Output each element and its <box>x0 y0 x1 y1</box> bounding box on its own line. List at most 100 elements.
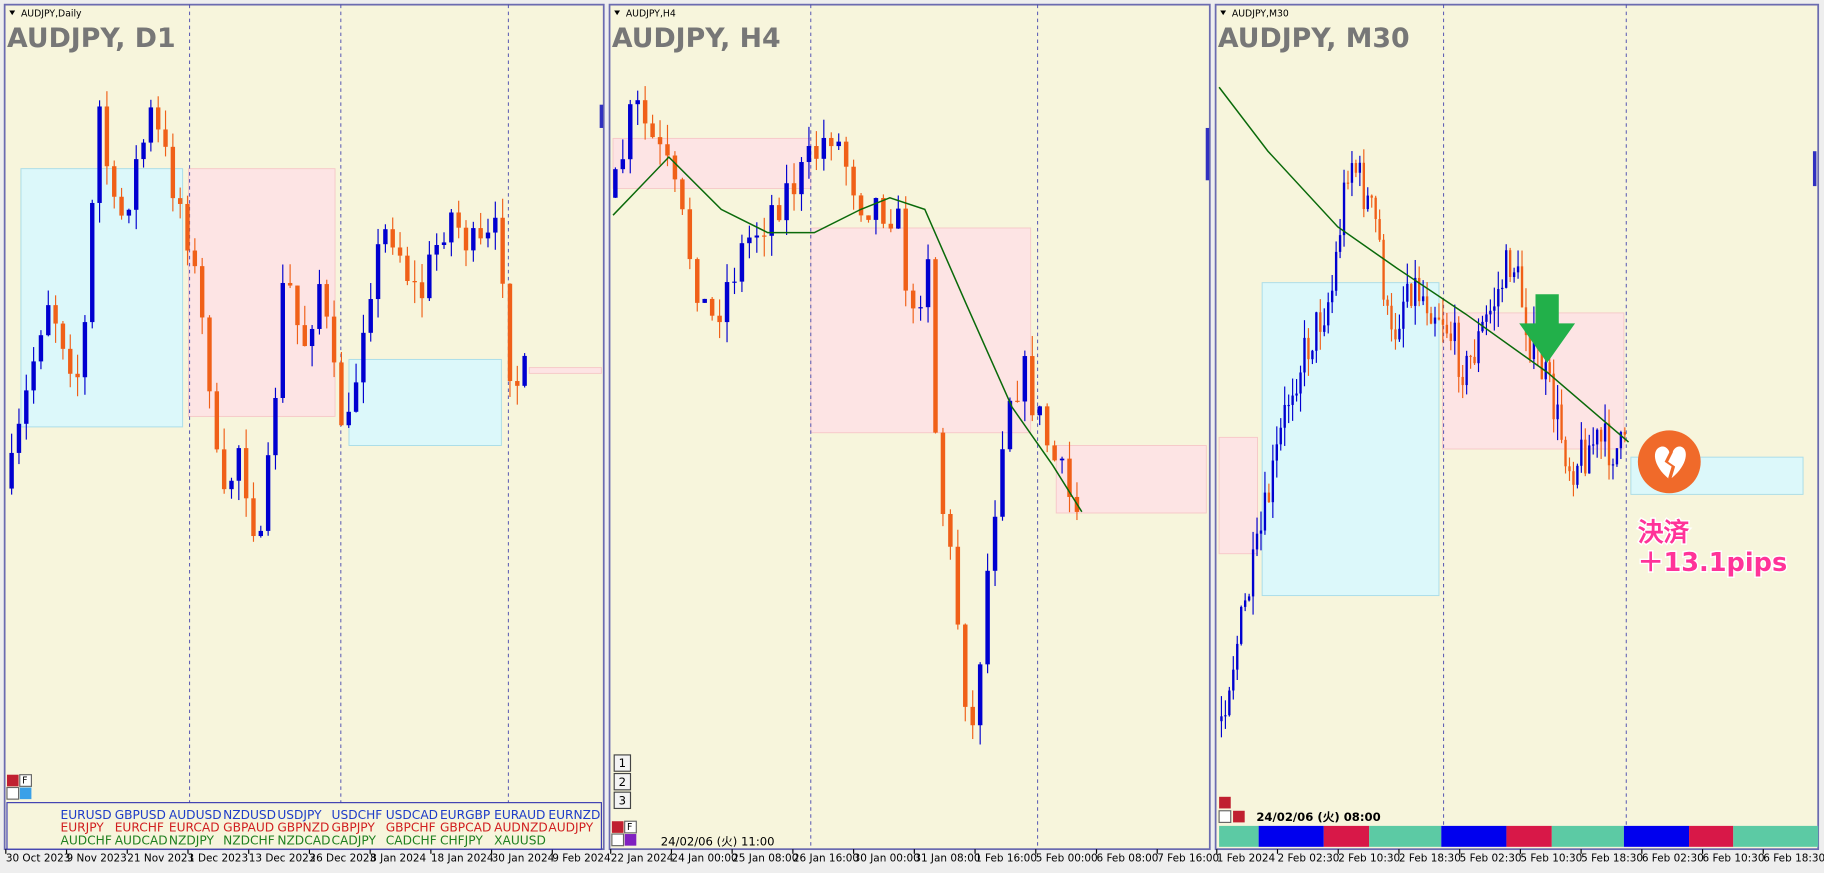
symbol-button[interactable]: AUDCAD <box>115 834 168 848</box>
candle-body <box>1505 250 1508 288</box>
candle-body <box>507 283 513 382</box>
candle-body <box>1568 466 1571 472</box>
option-button[interactable] <box>19 787 32 800</box>
symbol-button[interactable]: GBPCHF <box>386 821 436 835</box>
candle-body <box>1299 372 1302 394</box>
option-button[interactable] <box>611 833 625 847</box>
candle-body <box>1595 429 1599 445</box>
candle-body <box>948 513 953 547</box>
x-axis-label: 30 Jan 00:00 <box>854 852 920 864</box>
broken-heart <box>1654 446 1686 480</box>
candle-body <box>1445 324 1449 334</box>
candle-body <box>1433 317 1437 324</box>
candle-body <box>1228 690 1231 716</box>
candle-body <box>1417 277 1421 302</box>
candle-body <box>1311 350 1314 360</box>
number-button[interactable] <box>613 772 632 791</box>
f-button[interactable] <box>19 774 32 787</box>
symbol-button[interactable]: USDCHF <box>332 808 383 822</box>
candle-body <box>1603 423 1607 442</box>
option-button[interactable] <box>624 834 637 846</box>
trend-bar-segment <box>1219 825 1259 847</box>
candle-body <box>1564 439 1567 467</box>
close-button[interactable] <box>1219 796 1231 809</box>
symbol-button[interactable]: EURGBP <box>440 808 490 822</box>
candle-body <box>1243 600 1247 607</box>
candle-body <box>1508 250 1512 277</box>
symbol-button[interactable]: EURCHF <box>115 821 164 835</box>
candle-body <box>1425 296 1429 314</box>
symbol-button[interactable]: AUDUSD <box>169 808 222 822</box>
candle-body <box>177 198 183 204</box>
chart-menu-icon <box>9 10 16 16</box>
symbol-button[interactable]: NZDCAD <box>277 834 330 848</box>
symbol-button[interactable]: AUDNZD <box>494 821 548 835</box>
candle-body <box>82 322 88 378</box>
candle-body <box>1030 356 1035 416</box>
candle-body <box>613 169 618 198</box>
candle-body <box>163 129 168 147</box>
symbol-button[interactable]: GBPUSD <box>115 808 166 822</box>
candle-body <box>1279 427 1282 445</box>
candle-body <box>1592 444 1595 446</box>
candle-body <box>1599 429 1603 442</box>
candle-body <box>90 202 95 323</box>
symbol-button[interactable]: EURAUD <box>494 808 545 822</box>
candle-body <box>1453 322 1456 342</box>
candle-body <box>985 570 990 665</box>
symbol-button[interactable]: GBPJPY <box>332 821 376 835</box>
candle-body <box>1560 404 1563 440</box>
symbol-button[interactable]: GBPCAD <box>440 821 491 835</box>
trend-bar-segment <box>1506 825 1552 847</box>
candle-body <box>207 317 212 392</box>
candle-body <box>1394 329 1397 340</box>
x-axis-label: 5 Feb 18:30 <box>1581 852 1643 864</box>
option-button[interactable] <box>1233 810 1245 823</box>
candle-body <box>1619 431 1623 449</box>
symbol-button[interactable]: GBPAUD <box>223 821 274 835</box>
symbol-button[interactable]: EURCAD <box>169 821 220 835</box>
close-button[interactable] <box>6 774 19 787</box>
candle-body <box>717 315 722 323</box>
f-button[interactable] <box>624 820 637 834</box>
candle-body <box>1441 319 1445 325</box>
candle-body <box>449 212 454 243</box>
symbol-button[interactable]: EURUSD <box>60 808 111 822</box>
result-annotation: 決済 <box>1638 517 1690 548</box>
symbol-button[interactable]: USDJPY <box>277 808 322 822</box>
symbol-button[interactable]: EURJPY <box>60 821 104 835</box>
candle-body <box>441 242 447 245</box>
candle-body <box>134 159 139 210</box>
candle-body <box>1489 310 1492 315</box>
symbol-button[interactable]: NZDJPY <box>169 834 215 848</box>
symbol-button[interactable]: AUDJPY <box>548 821 593 835</box>
x-axis-label: 1 Dec 2023 <box>188 852 248 864</box>
candle-body <box>156 107 161 130</box>
symbol-button[interactable]: CHFJPY <box>440 834 483 848</box>
candle-body <box>1307 337 1310 360</box>
trend-bar-segment <box>1369 825 1442 847</box>
number-button[interactable] <box>613 754 632 772</box>
candle-body <box>1477 331 1480 364</box>
symbol-button[interactable]: NZDCHF <box>223 834 275 848</box>
symbol-button[interactable]: XAUUSD <box>494 834 546 848</box>
number-button[interactable] <box>613 791 632 810</box>
symbol-button[interactable]: NZDUSD <box>223 808 276 822</box>
x-axis-label: 13 Dec 2023 <box>249 852 316 864</box>
symbol-button[interactable]: CADJPY <box>332 834 377 848</box>
candle-body <box>1052 445 1057 461</box>
zone-box <box>1218 436 1258 555</box>
option-button[interactable] <box>1218 810 1232 823</box>
symbol-button[interactable]: AUDCHF <box>60 834 111 848</box>
option-button[interactable] <box>6 786 20 800</box>
close-button[interactable] <box>611 821 624 833</box>
candle-body <box>1584 439 1587 474</box>
symbol-button[interactable]: CADCHF <box>386 834 437 848</box>
candle-body <box>258 530 264 537</box>
panel3-time: 24/02/06 (火) 08:00 <box>1256 810 1380 824</box>
symbol-button[interactable]: USDCAD <box>386 808 438 822</box>
x-axis-label: 1 Feb 16:00 <box>975 852 1037 864</box>
symbol-button[interactable]: GBPNZD <box>277 821 329 835</box>
symbol-button[interactable]: EURNZD <box>548 808 600 822</box>
candle-body <box>1465 355 1468 386</box>
